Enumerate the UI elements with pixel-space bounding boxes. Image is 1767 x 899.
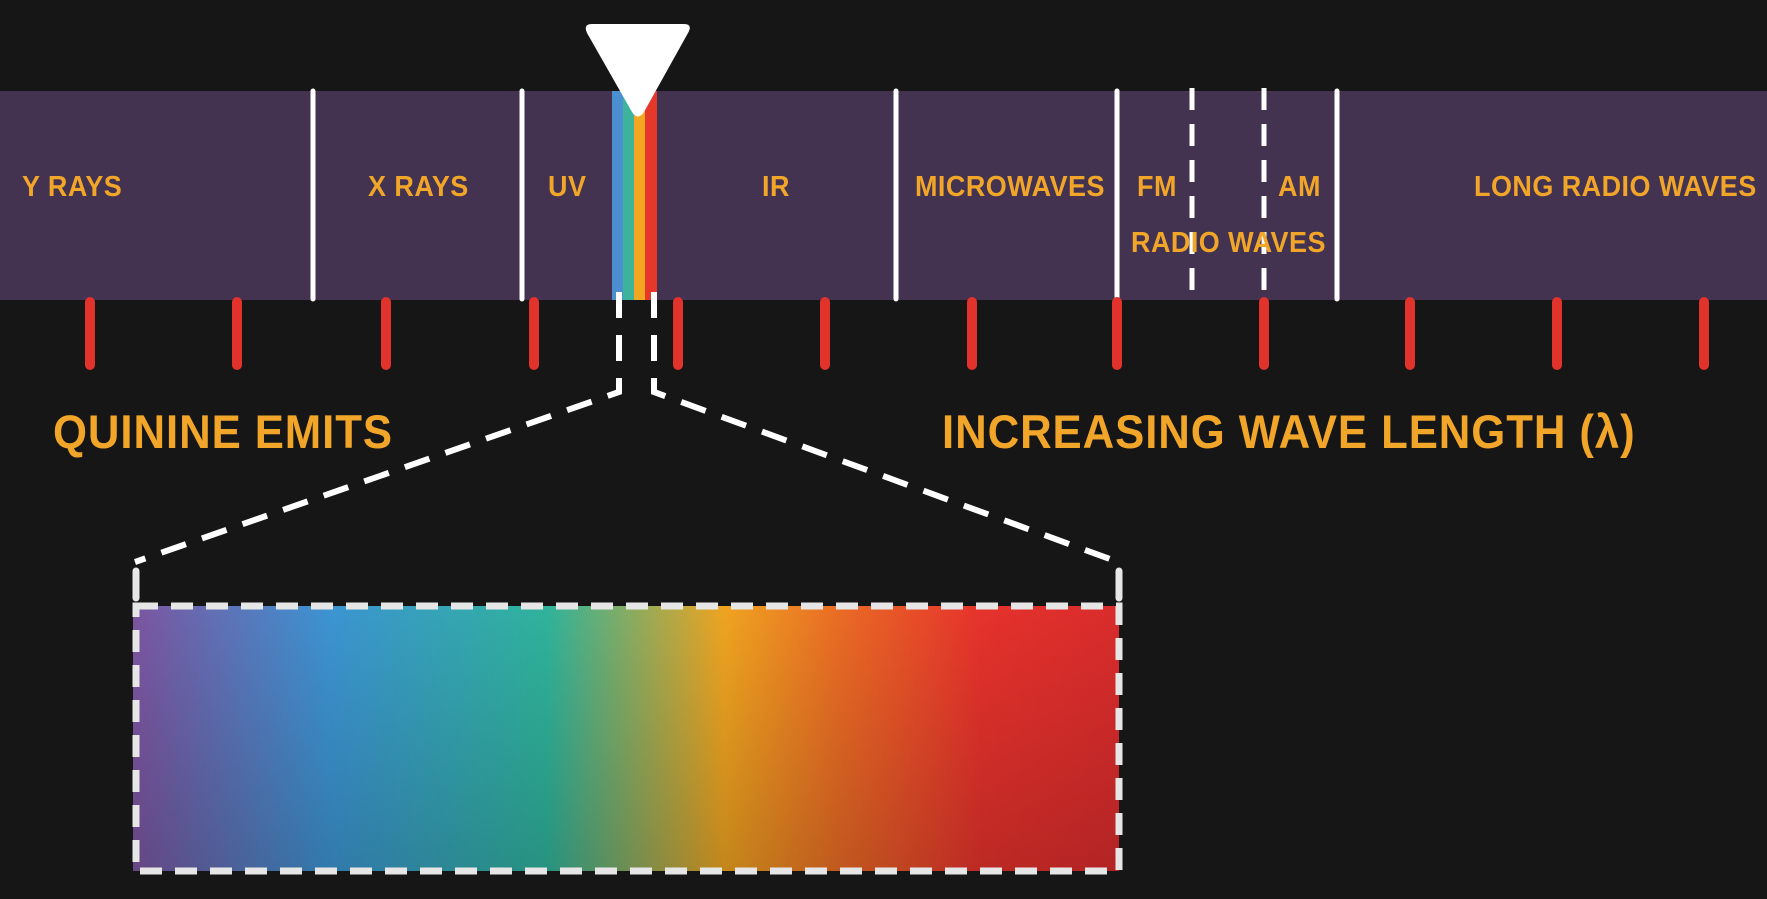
wavelength-tick-marks <box>85 297 1709 370</box>
band-label-long-radio-waves: LONG RADIO WAVES <box>1474 171 1757 203</box>
band-dividers <box>310 88 1340 302</box>
band-label-fm: FM <box>1137 171 1177 203</box>
band-label-gamma-rays: Y RAYS <box>22 171 123 203</box>
caption-quinine-emits: QUININE EMITS <box>53 405 393 458</box>
zoom-callout-lines <box>134 292 1120 565</box>
band-label-uv: UV <box>548 171 587 203</box>
zoom-box-dashed-border <box>132 602 1123 875</box>
band-label-ir: IR <box>762 171 790 203</box>
visible-light-strip <box>612 91 657 300</box>
band-label-radio-waves: RADIO WAVES <box>1131 227 1326 259</box>
spectrum-band-bar <box>0 91 1767 300</box>
band-label-x-rays: X RAYS <box>368 171 469 203</box>
pointer-triangle-icon <box>585 24 690 117</box>
caption-increasing-wavelength: INCREASING WAVE LENGTH (λ) <box>942 405 1636 458</box>
band-label-microwaves: MICROWAVES <box>915 171 1105 203</box>
band-label-am: AM <box>1278 171 1321 203</box>
